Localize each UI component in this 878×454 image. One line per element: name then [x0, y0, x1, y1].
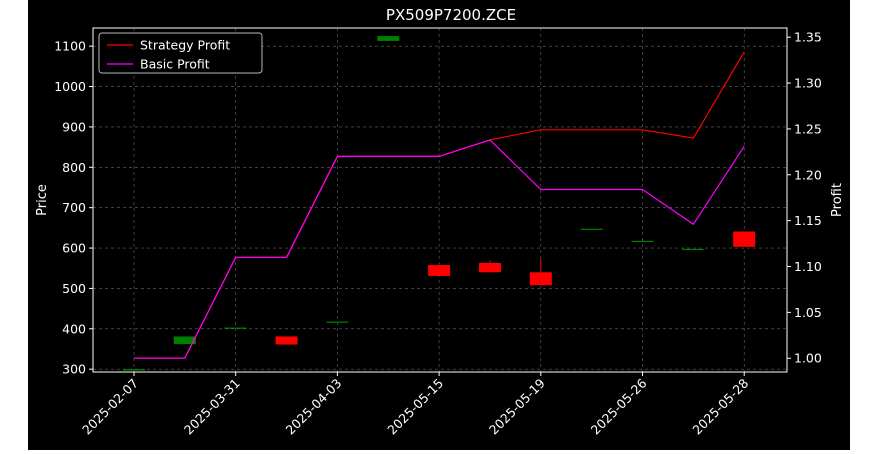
right-tick-label: 1.10	[794, 259, 822, 274]
left-tick-label: 400	[62, 321, 86, 336]
left-tick-label: 900	[62, 119, 86, 134]
right-tick-label: 1.15	[794, 213, 822, 228]
x-tick-label: 2025-03-31	[181, 376, 243, 438]
right-axis: 1.00 1.05 1.10 1.15 1.20 1.25 1.30 1.35	[787, 30, 822, 366]
candle-body	[428, 265, 451, 276]
grid	[93, 28, 787, 372]
left-tick-label: 600	[62, 241, 86, 256]
chart-figure: PX509P7200.ZCE 300 400 500 600 700 800 900 1000…	[28, 0, 850, 450]
legend: Strategy Profit Basic Profit	[98, 32, 263, 74]
x-tick-label: 2025-05-28	[689, 375, 751, 437]
left-tick-label: 300	[62, 362, 86, 377]
legend-box	[98, 32, 263, 74]
left-tick-label: 800	[62, 160, 86, 175]
candle-body	[733, 231, 756, 247]
right-tick-label: 1.25	[794, 121, 822, 136]
candle-body	[224, 327, 247, 329]
x-tick-label: 2025-05-19	[486, 375, 548, 437]
candle-body	[123, 369, 145, 371]
left-tick-label: 500	[62, 281, 86, 296]
x-axis: 2025-02-07 2025-03-31 2025-04-03 2025-05-15…	[79, 372, 751, 437]
candle-body	[631, 240, 654, 242]
profit-lines	[134, 51, 745, 359]
candle-body	[478, 262, 501, 273]
legend-label: Basic Profit	[140, 57, 210, 72]
right-tick-label: 1.35	[794, 30, 822, 45]
chart-title: PX509P7200.ZCE	[386, 6, 516, 24]
candlestick-chart: PX509P7200.ZCE 300 400 500 600 700 800 900 1000…	[35, 6, 845, 437]
left-axis: 300 400 500 600 700 800 900 1000 1100	[54, 39, 93, 377]
left-tick-label: 1100	[54, 39, 86, 54]
left-tick-label: 1000	[54, 79, 86, 94]
candle-body	[377, 36, 400, 41]
left-tick-label: 700	[62, 200, 86, 215]
candle-body	[682, 248, 705, 251]
x-tick-label: 2025-02-07	[79, 376, 141, 438]
basic-profit-line	[134, 139, 745, 359]
right-tick-label: 1.30	[794, 76, 822, 91]
plot-frame	[92, 27, 788, 373]
x-tick-label: 2025-05-26	[588, 375, 650, 437]
right-tick-label: 1.00	[794, 351, 822, 366]
x-tick-label: 2025-05-15	[384, 376, 446, 438]
right-tick-label: 1.05	[794, 305, 822, 320]
candles	[123, 36, 756, 371]
candle-body	[326, 321, 349, 323]
legend-label: Strategy Profit	[140, 38, 230, 53]
x-tick-label: 2025-04-03	[283, 376, 345, 438]
candle-body	[580, 228, 603, 230]
candle-body	[173, 336, 196, 345]
candle-body	[275, 336, 298, 345]
candle-body	[529, 272, 552, 286]
right-tick-label: 1.20	[794, 167, 822, 182]
y-axis-label-right: Profit	[830, 183, 845, 217]
y-axis-label-left: Price	[35, 184, 50, 216]
